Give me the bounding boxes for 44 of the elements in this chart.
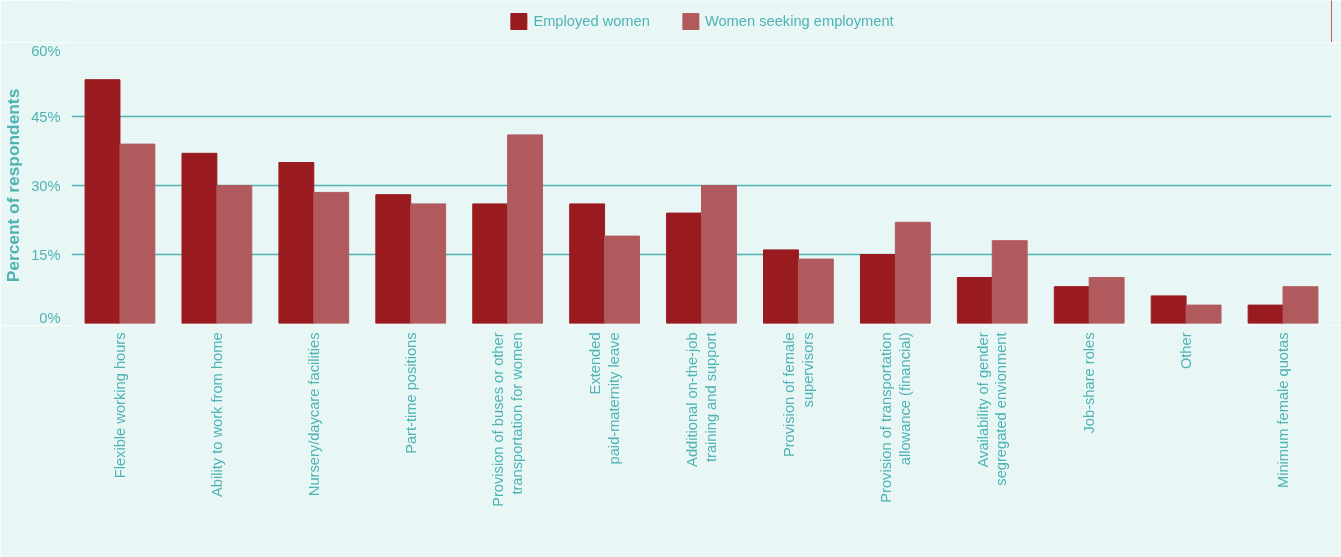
bar [569,203,606,324]
bar [507,134,544,324]
bar [1247,304,1284,324]
bar [410,203,447,324]
y-tick-label: 15% [31,246,61,263]
bar [797,258,834,324]
y-axis-title: Percent of respondents [3,88,24,283]
x-tick-label: Provision of female supervisors [781,332,816,458]
y-tick-label: 0% [39,309,61,326]
x-tick-label: Provision of transportation allowance (financial) [878,332,913,503]
x-tick-label: Provision of buses or other transportation for women [490,332,525,507]
x-tick-label: Minimum female quotas [1275,332,1292,489]
bar [1185,304,1222,324]
bar [375,194,412,324]
bar [84,79,121,324]
x-tick-label: Other [1178,332,1195,370]
y-tick-label: 60% [31,42,61,59]
bar [859,254,896,324]
bar [181,152,218,324]
bar [763,249,799,324]
y-tick-label: 30% [31,177,61,194]
legend-label: Employed women [533,13,650,29]
x-tick-label: Job-share roles [1081,332,1098,434]
bar [472,203,509,324]
x-tick-label: Part-time positions [402,332,419,454]
bar [216,185,253,324]
bar [956,277,993,324]
bar [894,221,931,324]
bar [666,212,702,324]
bar [278,162,315,324]
bar [1053,286,1090,324]
bar [1088,277,1125,324]
bar [604,235,640,324]
bar [1282,286,1319,324]
bar [119,143,156,324]
bar [1150,295,1187,324]
x-tick-label: Nursery/daycare facilities [305,332,322,497]
x-tick-label: Ability to work from home [208,332,225,497]
y-tick-label: 45% [31,108,61,125]
bar [701,185,737,324]
x-tick-label: Flexible working hours [111,332,128,479]
bar [313,191,350,324]
legend-label: Women seeking employment [704,13,894,29]
bar [991,240,1028,324]
